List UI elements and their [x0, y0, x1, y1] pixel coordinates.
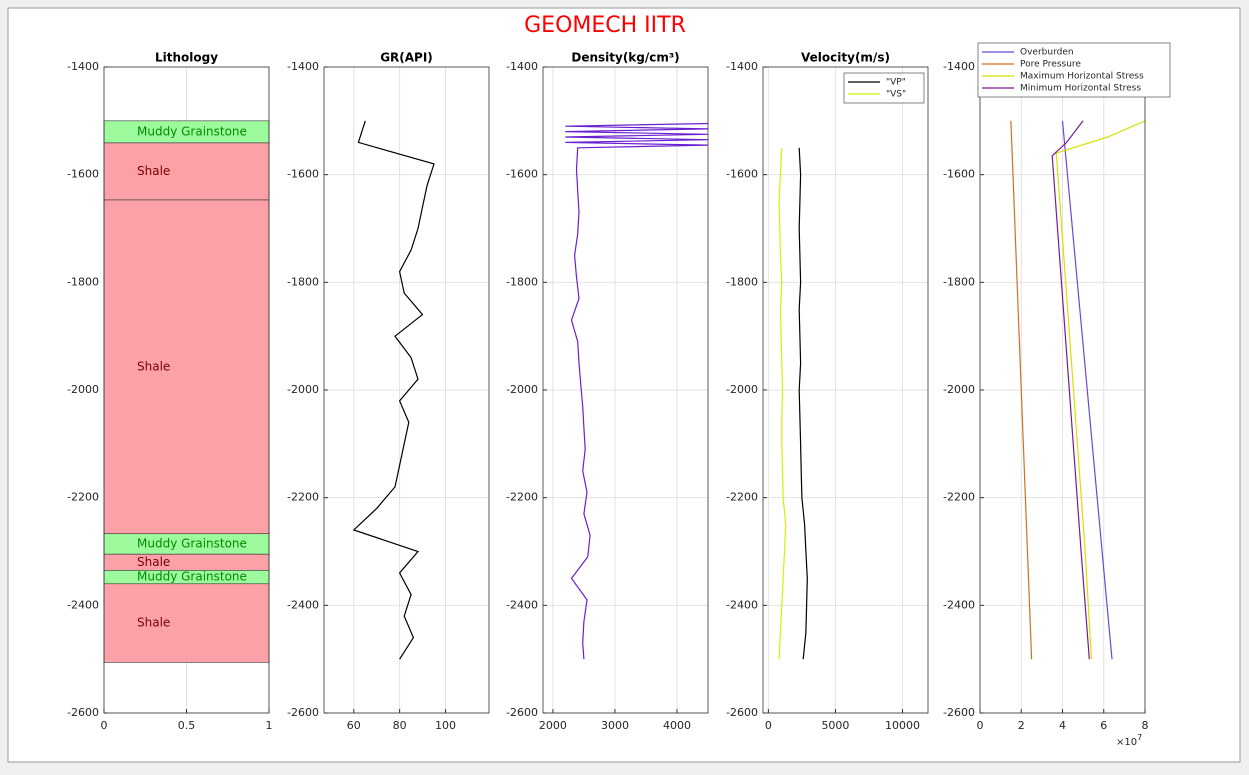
x-tick-label: 2000	[539, 719, 567, 732]
y-tick-label: -2400	[67, 598, 99, 611]
y-tick-label: -2000	[67, 383, 99, 396]
y-tick-label: -1800	[726, 275, 758, 288]
log-line	[1055, 120, 1146, 660]
y-tick-label: -1400	[506, 60, 538, 73]
x-tick-label: 60	[347, 719, 361, 732]
y-tick-label: -2200	[943, 491, 975, 504]
y-tick-label: -2000	[943, 383, 975, 396]
y-tick-label: -1400	[726, 60, 758, 73]
x-tick-label: 100	[435, 719, 456, 732]
y-tick-label: -2400	[506, 598, 538, 611]
x-tick-label: 4	[1059, 719, 1066, 732]
layer-label: Shale	[137, 555, 170, 569]
y-tick-label: -2600	[67, 706, 99, 719]
layer	[103, 199, 270, 535]
legend-label: "VP"	[886, 78, 906, 88]
y-tick-label: -2600	[506, 706, 538, 719]
legend-label: "VS"	[886, 90, 906, 100]
y-tick-label: -2600	[726, 706, 758, 719]
y-tick-label: -1600	[943, 168, 975, 181]
axes-frame	[103, 66, 270, 714]
figure-title: GEOMECH IITR	[524, 13, 686, 38]
legend-box	[843, 72, 925, 104]
axes-frame	[542, 66, 709, 714]
legend-label: Minimum Horizontal Stress	[1020, 84, 1141, 94]
y-tick-label: -1600	[506, 168, 538, 181]
y-tick-label: -1400	[287, 60, 319, 73]
x-tick-label: 10000	[885, 719, 920, 732]
panel-title: Velocity(m/s)	[801, 51, 890, 65]
x-tick-label: 0.5	[178, 719, 196, 732]
layer-label: Muddy Grainstone	[137, 124, 247, 138]
x-tick-label: 2	[1018, 719, 1025, 732]
layer	[103, 553, 270, 571]
log-line	[1010, 120, 1033, 660]
y-tick-label: -1600	[726, 168, 758, 181]
y-tick-label: -2400	[943, 598, 975, 611]
log-line	[778, 147, 787, 660]
log-line	[565, 122, 709, 660]
legend-label: Maximum Horizontal Stress	[1020, 72, 1144, 82]
axes-frame	[323, 66, 490, 714]
log-line	[1061, 120, 1113, 660]
legend-label: Overburden	[1020, 48, 1074, 58]
layer	[103, 583, 270, 663]
panel-title: GR(API)	[380, 51, 433, 65]
x-multiplier: ×107	[1116, 733, 1142, 749]
y-tick-label: -2000	[287, 383, 319, 396]
layer-label: Shale	[137, 164, 170, 178]
layer-label: Muddy Grainstone	[137, 570, 247, 584]
axes-frame	[762, 66, 929, 714]
x-tick-label: 0	[101, 719, 108, 732]
multiplier-base: ×10	[1116, 737, 1137, 748]
y-tick-label: -2000	[726, 383, 758, 396]
y-tick-label: -1800	[287, 275, 319, 288]
layer-label: Shale	[137, 359, 170, 373]
y-tick-label: -2400	[287, 598, 319, 611]
y-tick-label: -2400	[726, 598, 758, 611]
x-tick-label: 8	[1142, 719, 1149, 732]
log-line	[352, 120, 435, 660]
y-tick-label: -2600	[287, 706, 319, 719]
layer-label: Shale	[137, 616, 170, 630]
y-tick-label: -1800	[67, 275, 99, 288]
x-tick-label: 5000	[821, 719, 849, 732]
panel-title: Lithology	[155, 51, 218, 65]
y-tick-label: -1600	[67, 168, 99, 181]
y-tick-label: -1800	[506, 275, 538, 288]
y-tick-label: -2200	[726, 491, 758, 504]
y-tick-label: -1400	[67, 60, 99, 73]
y-tick-label: -2000	[506, 383, 538, 396]
y-tick-label: -2200	[287, 491, 319, 504]
x-tick-label: 6	[1100, 719, 1107, 732]
y-tick-label: -2200	[67, 491, 99, 504]
x-tick-label: 0	[765, 719, 772, 732]
x-tick-label: 4000	[663, 719, 691, 732]
layer-label: Muddy Grainstone	[137, 536, 247, 550]
panel-title: Density(kg/cm³)	[571, 51, 679, 65]
x-tick-label: 1	[266, 719, 273, 732]
y-tick-label: -1600	[287, 168, 319, 181]
x-tick-label: 80	[393, 719, 407, 732]
multiplier-exponent: 7	[1137, 733, 1142, 742]
x-tick-label: 0	[977, 719, 984, 732]
y-tick-label: -2200	[506, 491, 538, 504]
x-tick-label: 3000	[601, 719, 629, 732]
log-line	[1051, 120, 1090, 660]
legend-label: Pore Pressure	[1020, 60, 1081, 70]
layer	[103, 142, 270, 201]
y-tick-label: -1800	[943, 275, 975, 288]
y-tick-label: -1400	[943, 60, 975, 73]
y-tick-label: -2600	[943, 706, 975, 719]
log-line	[798, 147, 808, 660]
